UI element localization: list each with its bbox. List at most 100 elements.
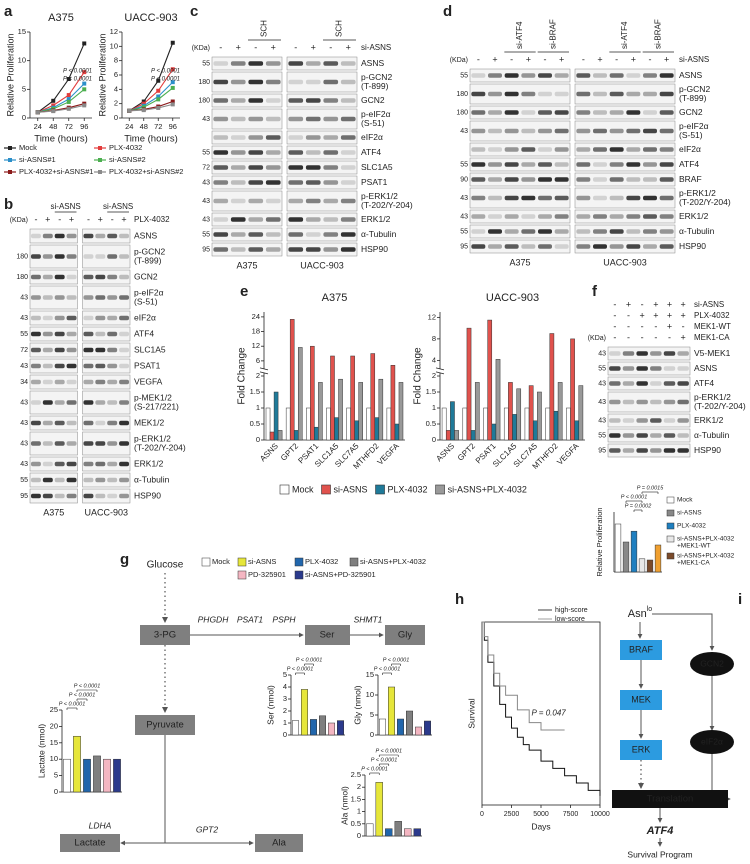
blot-band — [663, 433, 676, 438]
protein-label: SLC1A5 — [361, 162, 393, 172]
legend-label: Mock — [677, 497, 693, 504]
panel-letter: d — [443, 3, 452, 20]
bar — [532, 420, 538, 441]
marker — [170, 102, 175, 107]
blot-band — [42, 331, 53, 337]
blot-band — [305, 150, 321, 155]
legend-swatch — [435, 484, 445, 495]
blot-band — [119, 315, 130, 321]
legend-swatch — [201, 557, 211, 567]
condition-label: si-ASNS — [679, 55, 709, 64]
blot-strip — [607, 443, 691, 458]
blot-band — [305, 165, 321, 170]
blot-band — [288, 79, 304, 85]
legend-label: si-ASNS+PD-325901 — [305, 570, 376, 579]
legend-swatch — [98, 158, 102, 162]
blot-strip — [574, 157, 676, 172]
bar — [470, 430, 476, 441]
blot-band — [54, 461, 65, 467]
panel-letter: b — [4, 196, 13, 213]
blot-strip — [29, 374, 78, 390]
blot-band — [107, 347, 118, 353]
bar — [379, 718, 386, 736]
blot-band — [323, 247, 339, 252]
y-tick-label: 2 — [256, 371, 260, 380]
y-tick-label: 15 — [50, 738, 58, 747]
blot-band — [650, 448, 662, 453]
blot-band — [42, 254, 53, 259]
blot-strip — [469, 224, 571, 239]
marker — [66, 99, 71, 104]
axis-title: Ser (nmol) — [265, 685, 275, 725]
marker — [156, 78, 161, 83]
blot-band — [488, 195, 502, 201]
x-tick-label: 24 — [125, 122, 133, 131]
legend-label: si-ASNS#2 — [109, 155, 146, 164]
sign: - — [613, 310, 616, 320]
blot-band — [119, 441, 130, 446]
x-tick-label: 96 — [169, 122, 177, 131]
blot-strip — [211, 93, 283, 108]
p-value: P < 0.0001 — [383, 657, 410, 663]
protein-label: GCN2 — [361, 95, 385, 105]
sign: - — [510, 54, 513, 64]
protein-label: (S-51) — [361, 118, 385, 128]
blot-band — [636, 381, 648, 386]
legend-label: PLX-4032 — [388, 484, 428, 494]
treatment-label: si-BRAF — [653, 19, 662, 49]
blot-band — [626, 214, 641, 219]
blot-band — [54, 363, 65, 369]
protein-label: VEGFA — [134, 376, 163, 386]
axis-title: Fold Change — [413, 347, 424, 405]
bar — [578, 385, 584, 441]
blot-band — [119, 477, 130, 483]
protein-label: α-Tubulin — [694, 430, 730, 440]
blot-band — [538, 195, 552, 201]
sign: + — [667, 299, 672, 309]
blot-band — [323, 116, 339, 122]
legend-label: +MEK1-CA — [677, 560, 710, 567]
legend-label: si-ASNS — [677, 510, 702, 517]
blot-band — [66, 254, 77, 259]
marker — [82, 103, 87, 108]
blot-strip — [29, 358, 78, 374]
blot-band — [622, 433, 635, 438]
mw-label: 95 — [460, 243, 468, 250]
x-tick-label: 24 — [34, 122, 42, 131]
blot-band — [677, 351, 689, 356]
legend-swatch — [8, 158, 12, 162]
blot-band — [622, 448, 635, 453]
blot-band — [471, 73, 486, 78]
protein-label: p-GCN2 — [134, 246, 165, 256]
blot-band — [643, 214, 657, 219]
node — [620, 640, 662, 660]
bar — [566, 407, 571, 441]
bar — [375, 782, 383, 837]
sign: - — [58, 214, 61, 224]
blot-band — [340, 165, 356, 170]
blot-band — [42, 233, 53, 239]
sign: - — [111, 214, 114, 224]
superscript: lo — [647, 606, 653, 613]
node — [612, 790, 728, 808]
sign: + — [667, 321, 672, 331]
mw-label: 43 — [598, 417, 606, 424]
blot-band — [248, 165, 264, 170]
blot-band — [42, 461, 53, 467]
legend-label: PLX-4032 — [677, 523, 706, 530]
blot-strip — [286, 242, 358, 257]
legend-swatch — [666, 509, 675, 517]
x-tick-label: 48 — [49, 122, 57, 131]
blot-band — [83, 295, 94, 300]
blot-band — [248, 232, 264, 237]
protein-label: GCN2 — [134, 271, 158, 281]
protein-label: (S-217/221) — [134, 401, 179, 411]
blot-strip — [29, 285, 78, 310]
blot-band — [659, 177, 674, 182]
sign: - — [613, 332, 616, 342]
mw-label: 43 — [460, 213, 468, 220]
blot-band — [521, 91, 536, 97]
mw-label: 55 — [460, 72, 468, 79]
bar — [297, 347, 303, 441]
blot-band — [305, 79, 321, 85]
